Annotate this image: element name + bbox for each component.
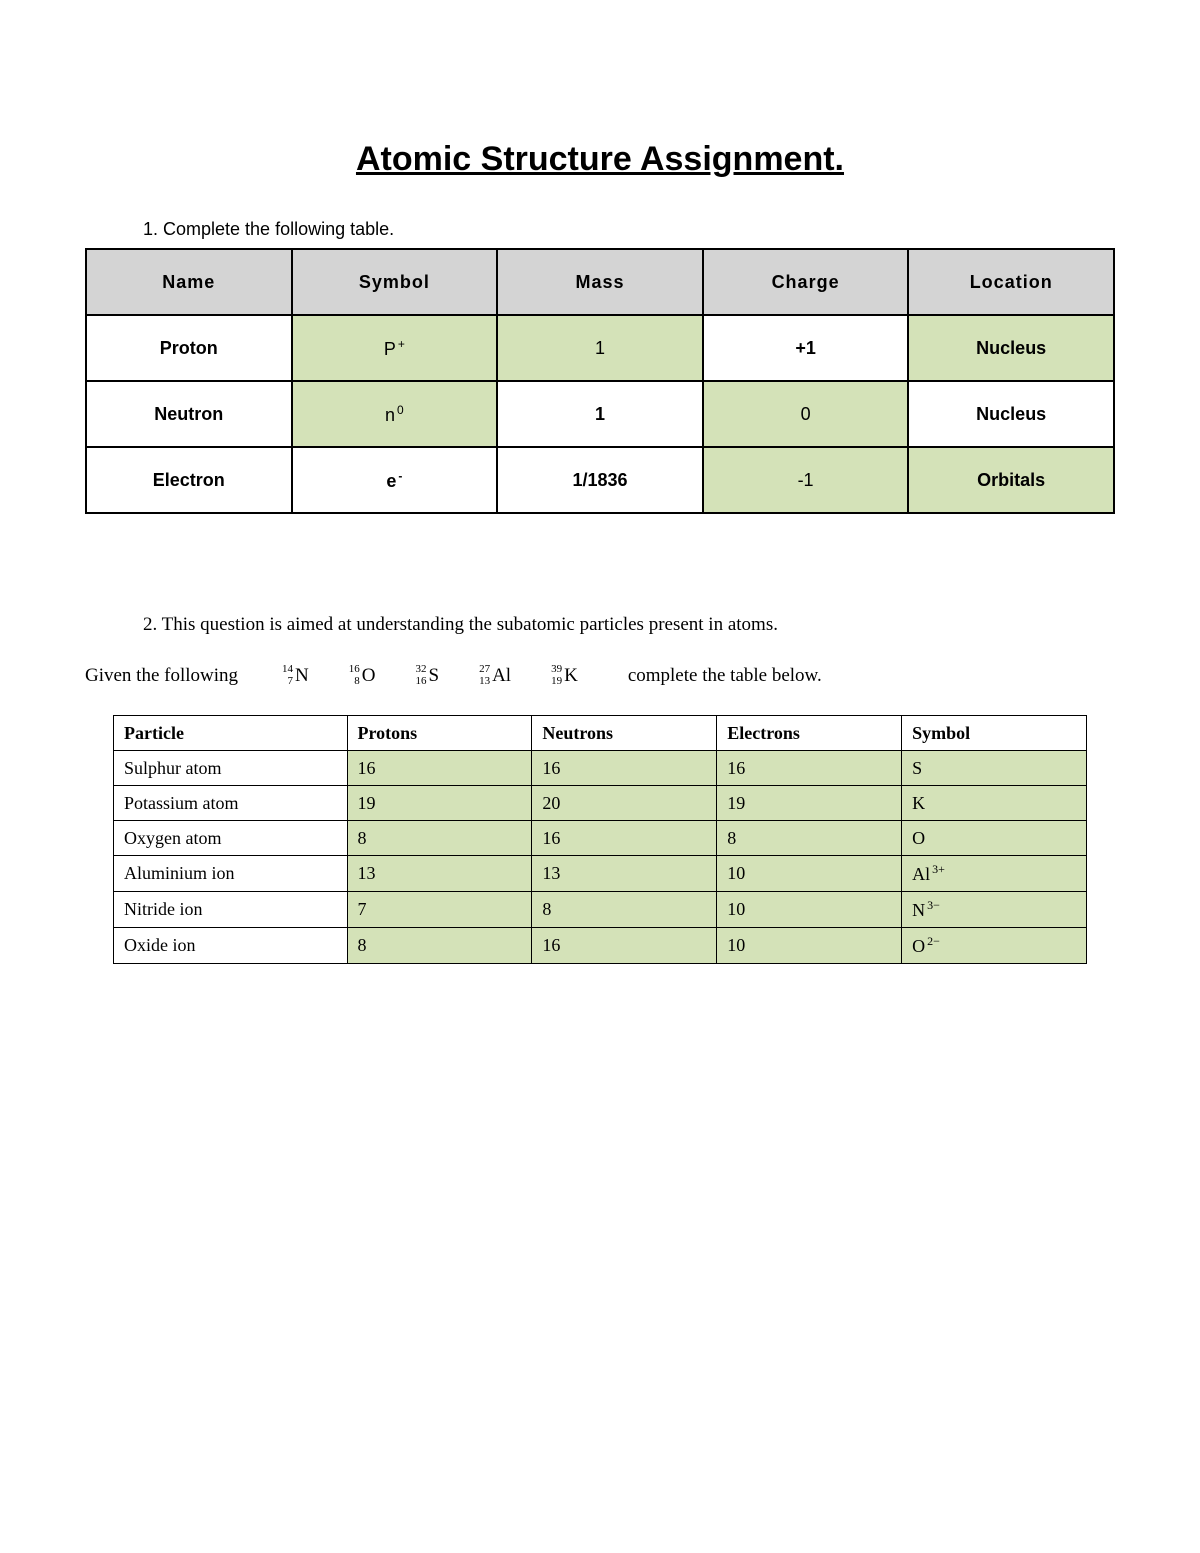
table-row: Electrone-1/1836-1Orbitals <box>86 447 1114 513</box>
question-2: 2. This question is aimed at understandi… <box>85 614 1115 964</box>
table-row: Oxide ion81610O2− <box>114 928 1087 964</box>
particle-name: Aluminium ion <box>114 856 348 892</box>
col-particle: Particle <box>114 716 348 751</box>
cell-neutrons: 8 <box>532 892 717 928</box>
cell: 1 <box>497 381 703 447</box>
cell: Nucleus <box>908 381 1114 447</box>
isotope-line: Given the following 147N 168O 3216S 2713Al 3… <box>85 664 1115 687</box>
cell-neutrons: 16 <box>532 821 717 856</box>
page-title: Atomic Structure Assignment. <box>0 140 1200 179</box>
col-name: Name <box>86 249 292 315</box>
cell: 1/1836 <box>497 447 703 513</box>
particle-name: Nitride ion <box>114 892 348 928</box>
row-name: Neutron <box>86 381 292 447</box>
table-header-row: Particle Protons Neutrons Electrons Symb… <box>114 716 1087 751</box>
cell-electrons: 10 <box>717 892 902 928</box>
row-name: Proton <box>86 315 292 381</box>
particle-name: Oxygen atom <box>114 821 348 856</box>
q1-prompt: 1. Complete the following table. <box>143 219 1115 240</box>
cell-electrons: 16 <box>717 751 902 786</box>
question-1: 1. Complete the following table. Name Sy… <box>85 219 1115 514</box>
isotope-lead: Given the following <box>85 665 238 687</box>
particle-name: Potassium atom <box>114 786 348 821</box>
cell-protons: 7 <box>347 892 532 928</box>
cell: +1 <box>703 315 909 381</box>
q2-prompt: 2. This question is aimed at understandi… <box>143 614 1115 636</box>
cell: Nucleus <box>908 315 1114 381</box>
document-page: Atomic Structure Assignment. 1. Complete… <box>0 0 1200 1553</box>
cell-protons: 8 <box>347 928 532 964</box>
cell-electrons: 10 <box>717 856 902 892</box>
cell: e- <box>292 447 498 513</box>
col-protons: Protons <box>347 716 532 751</box>
table-row: Neutronn010Nucleus <box>86 381 1114 447</box>
cell-neutrons: 16 <box>532 751 717 786</box>
subatomic-table: Particle Protons Neutrons Electrons Symb… <box>113 715 1087 964</box>
table-row: Nitride ion7810N3− <box>114 892 1087 928</box>
isotope-trail: complete the table below. <box>628 665 822 687</box>
cell-electrons: 19 <box>717 786 902 821</box>
particle-name: Sulphur atom <box>114 751 348 786</box>
cell-protons: 16 <box>347 751 532 786</box>
cell-symbol: O <box>902 821 1087 856</box>
cell-electrons: 8 <box>717 821 902 856</box>
col-mass: Mass <box>497 249 703 315</box>
particle-name: Oxide ion <box>114 928 348 964</box>
cell-electrons: 10 <box>717 928 902 964</box>
row-name: Electron <box>86 447 292 513</box>
isotope: 3919K <box>551 664 578 687</box>
cell-symbol: Al3+ <box>902 856 1087 892</box>
table-row: Aluminium ion131310Al3+ <box>114 856 1087 892</box>
cell: -1 <box>703 447 909 513</box>
cell-symbol: O2− <box>902 928 1087 964</box>
table-header-row: Name Symbol Mass Charge Location <box>86 249 1114 315</box>
particles-table: Name Symbol Mass Charge Location ProtonP… <box>85 248 1115 514</box>
isotope: 147N <box>282 664 309 687</box>
cell-neutrons: 16 <box>532 928 717 964</box>
table-row: Oxygen atom8168O <box>114 821 1087 856</box>
cell-protons: 8 <box>347 821 532 856</box>
cell-symbol: N3− <box>902 892 1087 928</box>
isotope: 2713Al <box>479 664 511 687</box>
col-symbol: Symbol <box>902 716 1087 751</box>
col-neutrons: Neutrons <box>532 716 717 751</box>
cell-neutrons: 20 <box>532 786 717 821</box>
col-location: Location <box>908 249 1114 315</box>
cell-neutrons: 13 <box>532 856 717 892</box>
table-row: Potassium atom192019K <box>114 786 1087 821</box>
cell: P+ <box>292 315 498 381</box>
col-charge: Charge <box>703 249 909 315</box>
cell: Orbitals <box>908 447 1114 513</box>
cell-symbol: S <box>902 751 1087 786</box>
cell-protons: 19 <box>347 786 532 821</box>
table-row: ProtonP+1+1Nucleus <box>86 315 1114 381</box>
col-electrons: Electrons <box>717 716 902 751</box>
isotope: 3216S <box>416 664 440 687</box>
col-symbol: Symbol <box>292 249 498 315</box>
cell: 0 <box>703 381 909 447</box>
cell: 1 <box>497 315 703 381</box>
cell-symbol: K <box>902 786 1087 821</box>
cell: n0 <box>292 381 498 447</box>
isotope: 168O <box>349 664 376 687</box>
cell-protons: 13 <box>347 856 532 892</box>
table-row: Sulphur atom161616S <box>114 751 1087 786</box>
